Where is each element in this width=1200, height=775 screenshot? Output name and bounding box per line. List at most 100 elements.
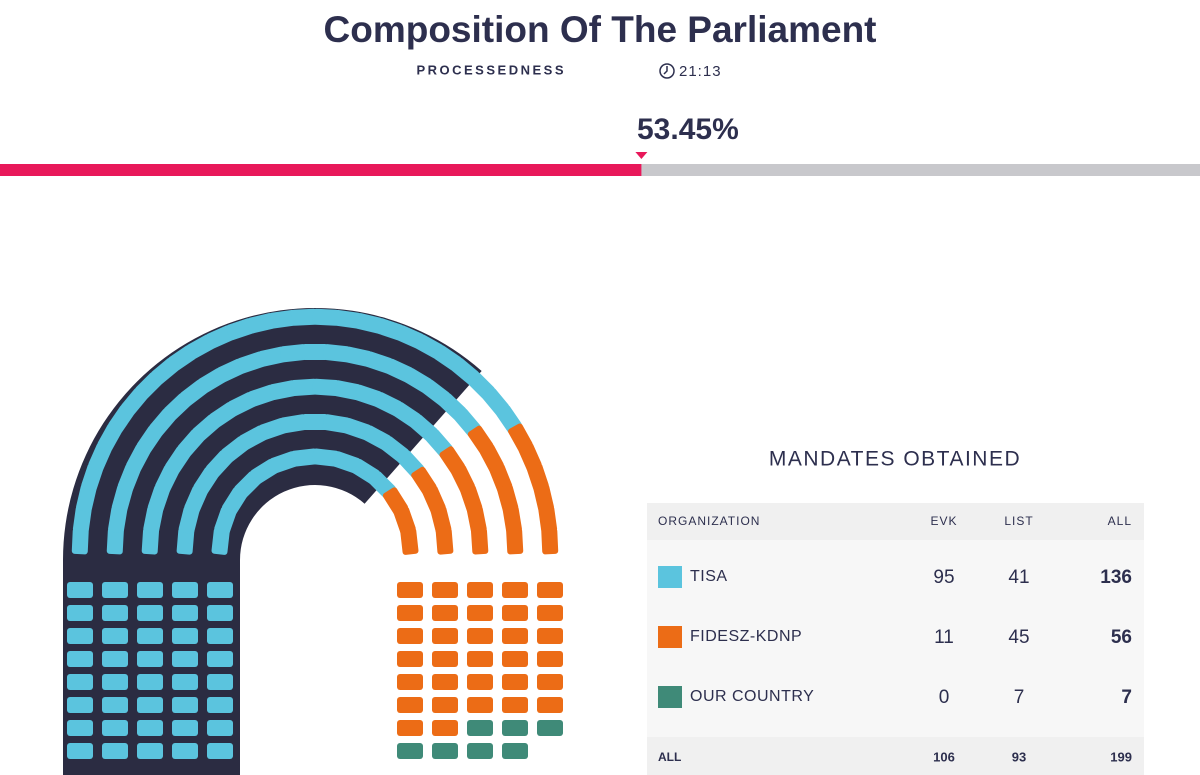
party-seats xyxy=(67,308,522,759)
total-cell: 93 xyxy=(1012,749,1026,764)
page-title: Composition Of The Parliament xyxy=(324,9,877,50)
column-header: LIST xyxy=(1004,514,1033,528)
seat xyxy=(467,720,493,736)
table-cell: 7 xyxy=(1014,687,1025,708)
seat xyxy=(502,505,522,534)
seat xyxy=(207,628,233,644)
seat xyxy=(397,720,423,736)
progress-marker xyxy=(635,152,648,159)
seat xyxy=(137,674,163,690)
seat xyxy=(322,414,351,434)
legend-swatch xyxy=(658,626,682,648)
seat xyxy=(302,414,328,430)
seat xyxy=(467,674,493,690)
seat xyxy=(467,605,493,621)
seat xyxy=(67,651,93,667)
seat xyxy=(432,605,458,621)
seat xyxy=(502,720,528,736)
seat xyxy=(467,651,493,667)
legend-swatch xyxy=(658,686,682,708)
seat xyxy=(432,651,458,667)
seat xyxy=(76,484,97,513)
seat xyxy=(393,506,416,535)
seat xyxy=(207,697,233,713)
seat xyxy=(172,743,198,759)
seat xyxy=(143,506,164,534)
seat xyxy=(497,484,519,513)
seat xyxy=(172,674,198,690)
seat xyxy=(102,674,128,690)
seat xyxy=(506,527,524,555)
seat xyxy=(269,451,298,474)
total-cell: 106 xyxy=(933,749,955,764)
seat xyxy=(207,582,233,598)
seat xyxy=(247,384,277,407)
organization-name: TISA xyxy=(690,568,728,585)
table-cell: 41 xyxy=(1008,567,1029,588)
seat xyxy=(502,674,528,690)
table-cell: 95 xyxy=(933,567,954,588)
seat xyxy=(205,325,235,349)
seat xyxy=(471,527,489,555)
seat xyxy=(400,527,419,555)
seat xyxy=(312,378,340,396)
seat xyxy=(537,582,563,598)
seat xyxy=(502,697,528,713)
seat xyxy=(137,651,163,667)
seat xyxy=(489,463,513,493)
seat xyxy=(526,463,549,492)
seat xyxy=(537,605,563,621)
seat xyxy=(333,309,362,329)
seat xyxy=(67,582,93,598)
seat xyxy=(397,582,423,598)
table-cell: 11 xyxy=(934,627,954,648)
seat xyxy=(172,651,198,667)
seat xyxy=(137,628,163,644)
seat xyxy=(247,313,276,334)
seat xyxy=(237,351,266,374)
seat xyxy=(397,743,423,759)
seat xyxy=(211,527,230,555)
organization-name: OUR COUNTRY xyxy=(690,688,814,705)
seat xyxy=(397,697,423,713)
seat xyxy=(422,485,446,514)
seat-total: 56 xyxy=(1111,627,1132,648)
seat xyxy=(172,582,198,598)
seat xyxy=(137,743,163,759)
table-footer xyxy=(647,737,1144,775)
seat xyxy=(344,346,372,367)
seat xyxy=(502,628,528,644)
column-header: ALL xyxy=(1108,514,1132,528)
seat xyxy=(172,697,198,713)
seat xyxy=(207,605,233,621)
seat xyxy=(541,527,559,555)
seat xyxy=(137,697,163,713)
seat xyxy=(502,743,528,759)
seat xyxy=(172,628,198,644)
seat xyxy=(102,582,128,598)
seat xyxy=(460,484,483,514)
seat xyxy=(67,720,93,736)
legend-swatch xyxy=(658,566,682,588)
seat xyxy=(435,527,454,555)
seat xyxy=(67,697,93,713)
seat xyxy=(502,651,528,667)
seat xyxy=(375,318,404,341)
table-cell: 0 xyxy=(939,687,950,708)
clock-icon xyxy=(659,63,675,79)
seat xyxy=(290,448,318,467)
party-seats xyxy=(382,423,563,736)
progress-bar xyxy=(0,164,642,176)
seat xyxy=(102,743,128,759)
seat xyxy=(397,628,423,644)
seat xyxy=(467,743,493,759)
seat xyxy=(71,527,89,555)
seat xyxy=(538,505,558,534)
seat xyxy=(333,380,361,401)
seat-total: 136 xyxy=(1100,567,1132,588)
seat xyxy=(312,308,340,326)
seat xyxy=(137,605,163,621)
seat xyxy=(102,720,128,736)
